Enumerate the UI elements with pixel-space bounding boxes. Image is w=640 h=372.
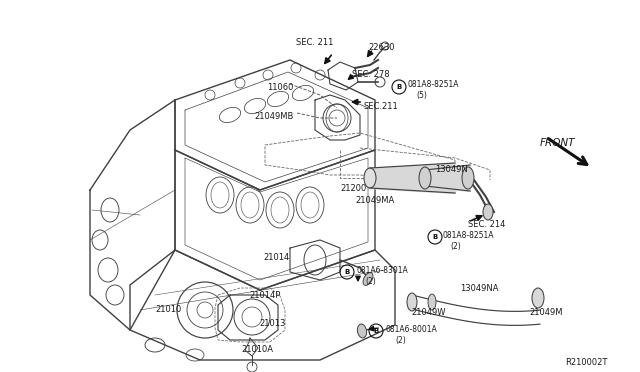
Text: 21049MB: 21049MB xyxy=(254,112,293,121)
Text: 21014: 21014 xyxy=(263,253,289,262)
Ellipse shape xyxy=(407,293,417,311)
Text: 22630: 22630 xyxy=(368,43,394,52)
Text: 21014P: 21014P xyxy=(249,291,280,300)
Text: 11060: 11060 xyxy=(267,83,293,92)
Text: 13049N: 13049N xyxy=(435,165,468,174)
Text: 21013: 21013 xyxy=(259,319,285,328)
Text: B: B xyxy=(373,328,379,334)
Text: 21010: 21010 xyxy=(155,305,181,314)
Text: B: B xyxy=(396,84,402,90)
Text: SEC.211: SEC.211 xyxy=(364,102,399,111)
Ellipse shape xyxy=(462,167,474,189)
Text: 21049M: 21049M xyxy=(529,308,563,317)
Text: SEC. 211: SEC. 211 xyxy=(296,38,333,47)
Text: FRONT: FRONT xyxy=(540,138,575,148)
Text: (2): (2) xyxy=(365,277,376,286)
Text: SEC. 214: SEC. 214 xyxy=(468,220,506,229)
Text: SEC. 278: SEC. 278 xyxy=(352,70,390,79)
Text: 081A8-8251A: 081A8-8251A xyxy=(408,80,460,89)
Ellipse shape xyxy=(357,324,367,338)
Ellipse shape xyxy=(483,204,493,220)
Ellipse shape xyxy=(532,288,544,308)
Text: (2): (2) xyxy=(450,242,461,251)
Text: 21049W: 21049W xyxy=(411,308,445,317)
Text: 21200: 21200 xyxy=(340,184,366,193)
Text: 081A6-8301A: 081A6-8301A xyxy=(357,266,409,275)
Text: 21049MA: 21049MA xyxy=(355,196,394,205)
Text: 13049NA: 13049NA xyxy=(460,284,499,293)
Ellipse shape xyxy=(419,167,431,189)
Ellipse shape xyxy=(428,294,436,310)
Text: R210002T: R210002T xyxy=(565,358,607,367)
Text: B: B xyxy=(433,234,438,240)
Ellipse shape xyxy=(363,273,373,285)
Ellipse shape xyxy=(364,168,376,188)
Text: 081A8-8251A: 081A8-8251A xyxy=(443,231,495,240)
Text: (2): (2) xyxy=(395,336,406,345)
Text: 081A6-8001A: 081A6-8001A xyxy=(386,325,438,334)
Text: (5): (5) xyxy=(416,91,427,100)
Text: B: B xyxy=(344,269,349,275)
Text: 21010A: 21010A xyxy=(241,345,273,354)
